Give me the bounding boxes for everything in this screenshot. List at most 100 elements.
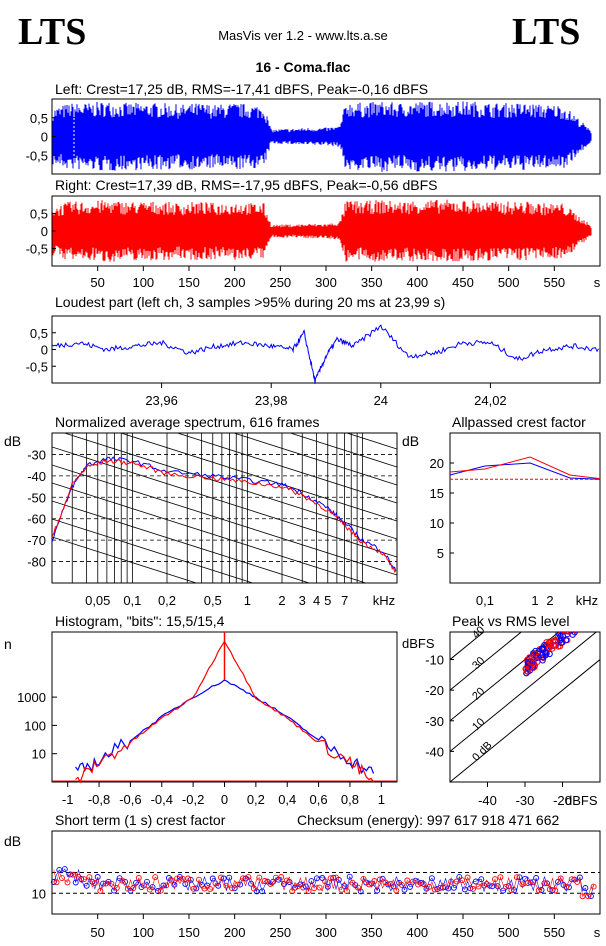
peak-rms-point (574, 632, 579, 633)
y-tick-label: -30 (27, 447, 46, 462)
crest-point (226, 874, 233, 881)
crest-series-1 (449, 456, 601, 480)
y-tick-label: 0 (41, 224, 48, 239)
crest-point (259, 888, 266, 895)
x-tick-label: 1 (531, 593, 538, 608)
crest-point (223, 882, 230, 889)
x-tick-label: 7 (341, 593, 348, 608)
waveform-trace (52, 101, 592, 172)
crest-point (190, 885, 197, 892)
x-tick-label: 0,5 (204, 593, 222, 608)
peak-rms-point (574, 622, 579, 627)
x-tick-label: 2 (278, 593, 285, 608)
peak-rms-point (541, 642, 548, 649)
crest-point (535, 887, 542, 894)
crest-point (234, 881, 241, 888)
crest-diagonal (450, 632, 598, 753)
x-tick-label: 450 (452, 275, 474, 290)
crest-point (387, 880, 394, 887)
slope-line (52, 464, 397, 576)
crest-point (322, 878, 329, 885)
crest-point (196, 876, 202, 883)
x-tick-label: 23,96 (145, 393, 178, 408)
crest-series-0 (449, 462, 601, 480)
x-tick-label: 0,4 (278, 792, 296, 807)
peak-rms-point (571, 632, 578, 636)
y-tick-label: 10 (32, 747, 46, 762)
slope-line (52, 303, 397, 413)
peak-rms-point (586, 615, 591, 620)
x-tick-label: 250 (269, 925, 291, 940)
x-tick-label: 50 (90, 275, 104, 290)
crest-point (475, 883, 482, 890)
x-tick-label: 450 (452, 925, 474, 940)
x-tick-label: 200 (224, 275, 246, 290)
x-tick-label: 400 (406, 275, 428, 290)
peak-rms-point (561, 632, 568, 634)
crest-point (283, 877, 290, 884)
x-tick-label: 100 (132, 925, 154, 940)
crest-point (308, 878, 315, 885)
crest-point (64, 879, 71, 886)
y-tick-label: -40 (27, 469, 46, 484)
spectrum-panel: Normalized average spectrum, 616 frames … (4, 303, 398, 608)
crest-point (86, 874, 93, 881)
histogram-title: Histogram, "bits": 15,5/15,4 (55, 613, 225, 629)
x-tick-label: 23,98 (255, 393, 288, 408)
x-tick-label: 500 (498, 925, 520, 940)
crest-point (461, 886, 468, 893)
x-tick-label: 0,05 (85, 593, 110, 608)
crest-point (344, 888, 350, 895)
crest-point (470, 885, 476, 892)
crest-point (486, 882, 493, 889)
spectrum-series-1 (52, 458, 397, 573)
crest-line-label: 10 (470, 716, 487, 733)
x-tick-label: 0,8 (341, 792, 359, 807)
crest-point (585, 893, 592, 900)
y-tick-label: 5 (437, 546, 444, 561)
crest-point (144, 878, 150, 885)
crest-point (91, 880, 98, 886)
peak-rms-point (585, 613, 590, 618)
slope-line (52, 518, 255, 583)
crest-point (489, 883, 496, 890)
peak-rms-point (528, 659, 535, 666)
peak-rms-point (576, 625, 581, 630)
crest-point (346, 873, 353, 880)
x-tick-label: 550 (543, 925, 565, 940)
peak-rms-point (573, 632, 580, 634)
slope-line (52, 500, 311, 583)
crest-point (154, 888, 161, 894)
crest-point (374, 887, 381, 894)
crest-point (146, 886, 153, 893)
loudest-part-trace (51, 324, 599, 384)
slope-line (52, 482, 367, 583)
crest-point (552, 887, 559, 894)
short-term-panel: Short term (1 s) crest factor Checksum (… (4, 812, 601, 940)
peak-rms-point (577, 616, 582, 621)
crest-point (102, 880, 109, 887)
right-waveform-x-axis: 50 100 150 200 250 300 350 400 450 500 550 s (90, 266, 601, 290)
crest-point (360, 875, 367, 882)
y-tick-label: 10 (430, 516, 444, 531)
crest-point (157, 887, 164, 894)
crest-point (576, 874, 583, 881)
y-tick-label: -40 (425, 744, 444, 759)
x-unit-label: s (594, 925, 601, 940)
peak-rms-frame (449, 631, 601, 783)
x-tick-label: 0,1 (476, 593, 494, 608)
crest-point (426, 883, 433, 890)
y-tick-label: -0,5 (26, 148, 48, 163)
histogram-ylabel: n (4, 636, 12, 652)
peak-rms-point (582, 616, 587, 621)
y-tick-label: -70 (27, 533, 46, 548)
crest-point (407, 883, 413, 890)
crest-point (472, 878, 479, 885)
x-tick-label: 4 (313, 593, 320, 608)
spectrum-plot: -30 -40 -50 -60 -70 -80 0,05 0,1 0,2 0,5 1 2 3 4 5 7 kHz (27, 303, 397, 608)
crest-point (130, 885, 137, 891)
crest-point (163, 882, 170, 889)
peak-rms-point (559, 632, 565, 634)
crest-point (83, 882, 90, 889)
